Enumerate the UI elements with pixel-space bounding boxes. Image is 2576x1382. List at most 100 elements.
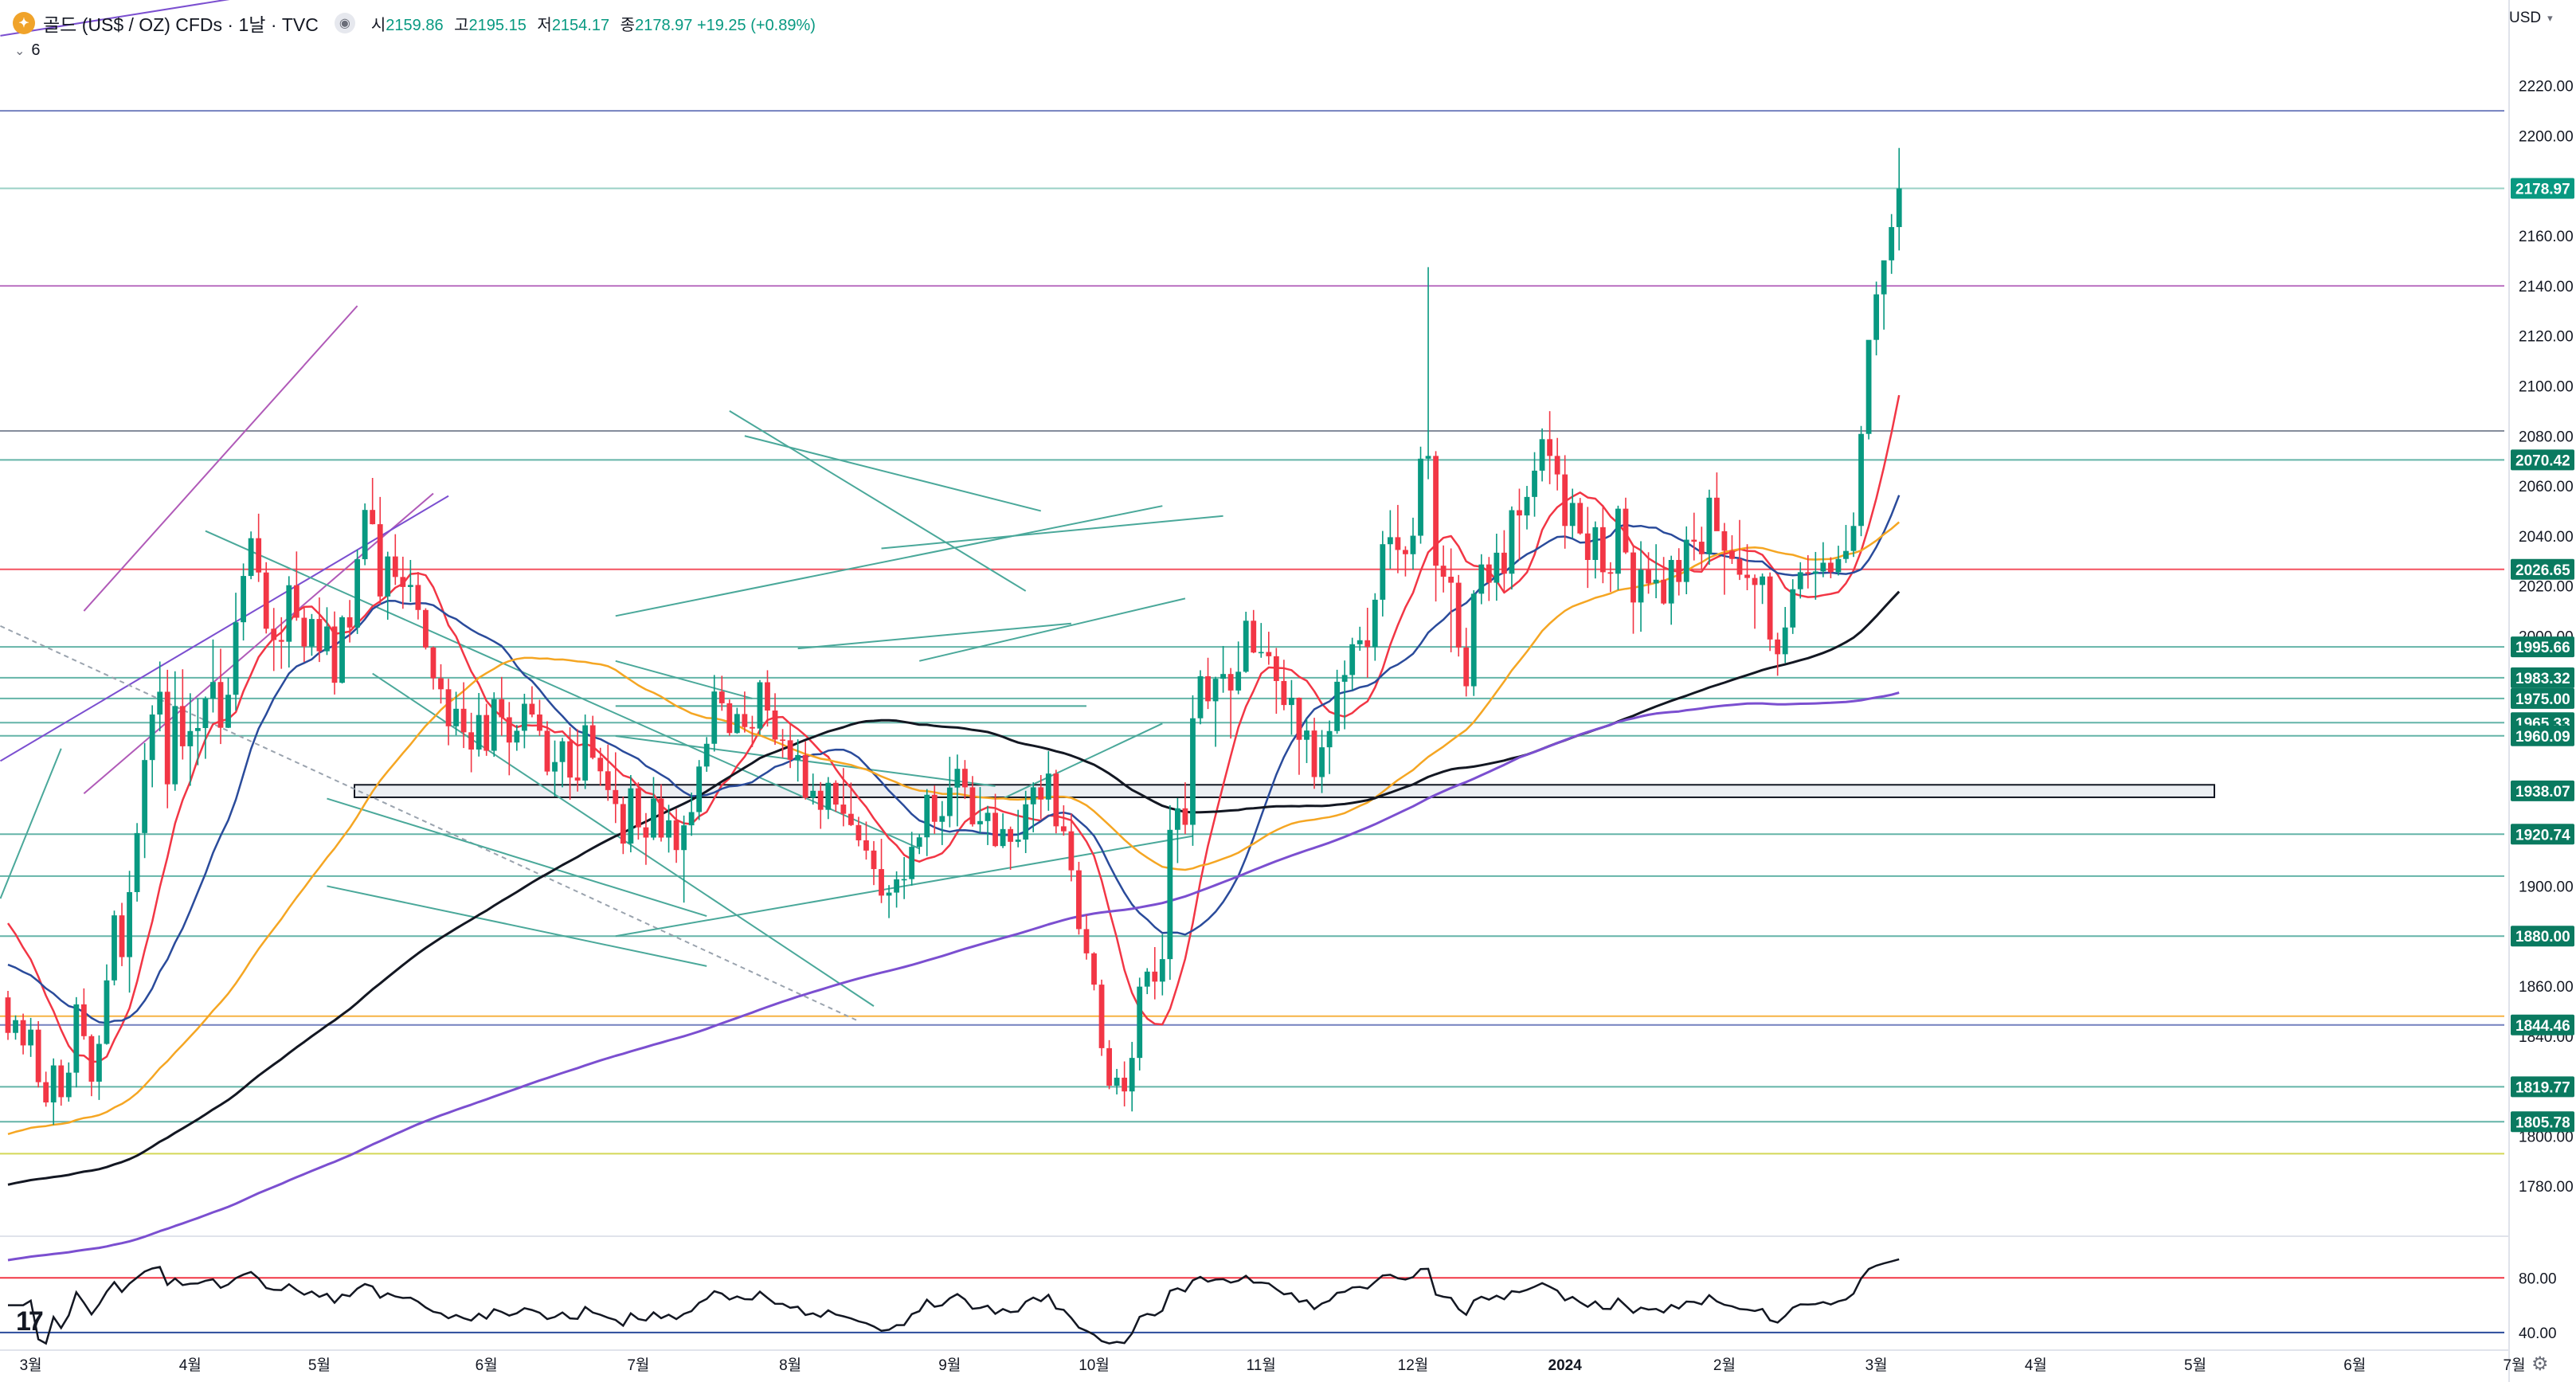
- candle-body[interactable]: [331, 626, 338, 683]
- candle-body[interactable]: [1706, 497, 1713, 554]
- moving-average-line[interactable]: [7, 691, 1900, 1262]
- moving-average-line[interactable]: [7, 590, 1901, 1186]
- candle-body[interactable]: [1653, 579, 1659, 584]
- candle-body[interactable]: [271, 628, 277, 640]
- candle-body[interactable]: [104, 980, 110, 1044]
- candle-body[interactable]: [28, 1029, 34, 1046]
- candle-body[interactable]: [1517, 510, 1522, 516]
- candle-body[interactable]: [194, 727, 201, 731]
- candle-body[interactable]: [969, 787, 976, 824]
- candle-body[interactable]: [992, 812, 998, 847]
- candle-body[interactable]: [73, 1004, 80, 1073]
- candle-body[interactable]: [613, 789, 619, 805]
- trend-line[interactable]: [881, 515, 1223, 550]
- candle-body[interactable]: [1843, 550, 1849, 559]
- candle-body[interactable]: [13, 1020, 18, 1033]
- candle-body[interactable]: [1828, 562, 1834, 573]
- candle-body[interactable]: [529, 703, 535, 715]
- candle-body[interactable]: [309, 619, 315, 647]
- candle-body[interactable]: [339, 617, 345, 683]
- candle-body[interactable]: [1850, 526, 1857, 551]
- candle-body[interactable]: [127, 891, 132, 957]
- candle-body[interactable]: [977, 820, 983, 824]
- moving-average-line[interactable]: [6, 394, 1901, 1063]
- price-label[interactable]: 1920.74: [2511, 824, 2574, 845]
- candle-body[interactable]: [377, 524, 383, 597]
- trend-line[interactable]: [918, 597, 1186, 662]
- candle-body[interactable]: [802, 754, 808, 798]
- candle-body[interactable]: [1053, 773, 1059, 827]
- candle-body[interactable]: [924, 794, 930, 838]
- candle-body[interactable]: [1562, 474, 1568, 527]
- candle-body[interactable]: [1098, 985, 1105, 1048]
- candle-body[interactable]: [894, 879, 899, 893]
- candle-body[interactable]: [954, 769, 961, 788]
- candle-body[interactable]: [1212, 679, 1219, 702]
- candle-body[interactable]: [278, 640, 284, 642]
- candle-body[interactable]: [1159, 959, 1165, 982]
- price-label[interactable]: 1819.77: [2511, 1076, 2574, 1098]
- candle-body[interactable]: [1289, 697, 1294, 706]
- candle-body[interactable]: [142, 760, 148, 833]
- candle-body[interactable]: [179, 706, 186, 746]
- candle-body[interactable]: [1577, 503, 1584, 534]
- candle-body[interactable]: [385, 556, 391, 597]
- candle-body[interactable]: [703, 743, 710, 767]
- trend-line[interactable]: [797, 622, 1071, 650]
- candle-body[interactable]: [1623, 508, 1629, 553]
- candle-body[interactable]: [1524, 496, 1530, 516]
- candle-body[interactable]: [1341, 675, 1348, 682]
- price-label[interactable]: 1975.00: [2511, 687, 2574, 709]
- candle-body[interactable]: [901, 879, 907, 881]
- candle-body[interactable]: [1782, 627, 1788, 655]
- candle-body[interactable]: [187, 730, 194, 746]
- candle-body[interactable]: [1167, 829, 1173, 960]
- candle-body[interactable]: [438, 678, 444, 690]
- candle-body[interactable]: [1638, 570, 1644, 603]
- candle-body[interactable]: [734, 714, 740, 734]
- price-label[interactable]: 2070.42: [2511, 449, 2574, 471]
- candle-body[interactable]: [430, 647, 437, 679]
- trend-line[interactable]: [615, 660, 753, 699]
- candle-body[interactable]: [1433, 456, 1439, 566]
- candle-body[interactable]: [5, 997, 11, 1033]
- candle-body[interactable]: [1182, 808, 1188, 825]
- candle-body[interactable]: [1646, 570, 1651, 584]
- candle-body[interactable]: [1760, 576, 1765, 585]
- candle-body[interactable]: [795, 754, 801, 760]
- candle-body[interactable]: [1691, 539, 1697, 542]
- candle-body[interactable]: [1060, 826, 1067, 832]
- candle-body[interactable]: [346, 617, 353, 628]
- candle-body[interactable]: [688, 812, 695, 826]
- candle-body[interactable]: [1144, 971, 1150, 987]
- candle-body[interactable]: [909, 847, 915, 879]
- candle-body[interactable]: [946, 787, 953, 816]
- candle-body[interactable]: [544, 730, 550, 772]
- candle-body[interactable]: [20, 1020, 26, 1046]
- candle-body[interactable]: [931, 794, 938, 822]
- candle-body[interactable]: [636, 788, 641, 828]
- candle-body[interactable]: [96, 1043, 102, 1082]
- candle-body[interactable]: [666, 820, 671, 838]
- candle-body[interactable]: [726, 703, 733, 734]
- candle-body[interactable]: [1713, 497, 1720, 531]
- candle-body[interactable]: [362, 510, 368, 560]
- candle-body[interactable]: [651, 798, 656, 838]
- candle-body[interactable]: [1592, 527, 1599, 560]
- candle-body[interactable]: [1106, 1047, 1112, 1086]
- candle-body[interactable]: [1235, 671, 1242, 691]
- candle-body[interactable]: [407, 585, 413, 587]
- candle-body[interactable]: [886, 892, 892, 896]
- candle-body[interactable]: [1858, 433, 1864, 527]
- price-label[interactable]: 1983.32: [2511, 667, 2574, 688]
- candle-body[interactable]: [248, 538, 254, 577]
- price-label[interactable]: 1805.78: [2511, 1111, 2574, 1133]
- price-label[interactable]: 1995.66: [2511, 636, 2574, 658]
- candle-body[interactable]: [1068, 831, 1075, 871]
- candle-body[interactable]: [1091, 953, 1097, 985]
- candle-body[interactable]: [855, 824, 862, 840]
- candle-body[interactable]: [1676, 559, 1682, 582]
- candle-body[interactable]: [1220, 674, 1226, 679]
- candle-body[interactable]: [1448, 577, 1454, 583]
- candle-body[interactable]: [1873, 294, 1880, 340]
